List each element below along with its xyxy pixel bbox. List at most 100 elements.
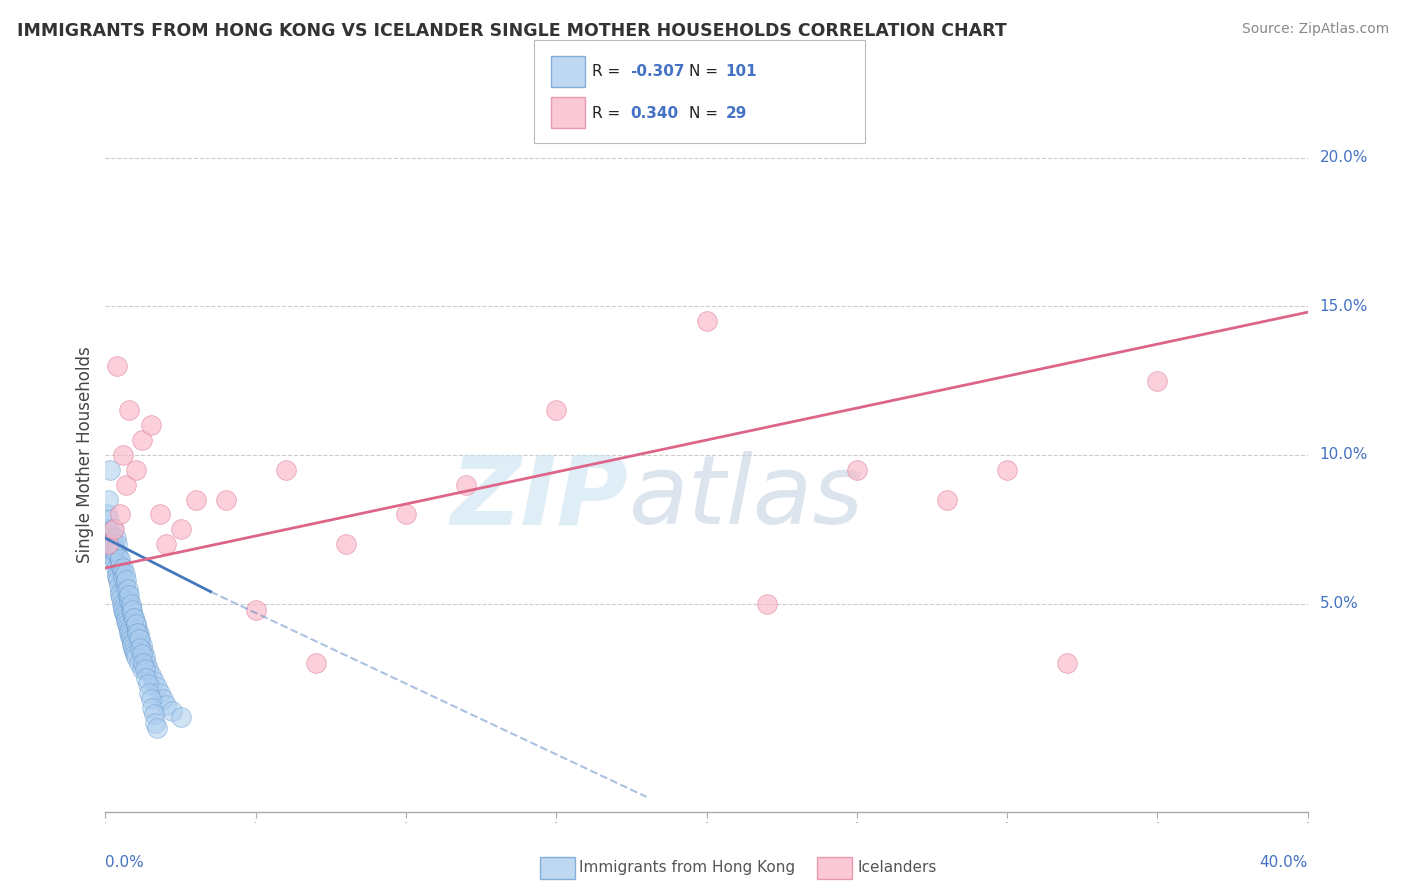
Point bbox=[105, 566, 128, 581]
Point bbox=[112, 561, 135, 575]
Point bbox=[110, 558, 132, 572]
Point bbox=[124, 650, 146, 665]
Point bbox=[108, 584, 131, 599]
Point bbox=[184, 492, 207, 507]
Point bbox=[152, 691, 174, 706]
Point bbox=[755, 597, 778, 611]
Point bbox=[124, 647, 146, 661]
Point bbox=[124, 617, 146, 632]
Point bbox=[135, 656, 157, 670]
Text: 29: 29 bbox=[725, 106, 747, 120]
Point bbox=[148, 686, 170, 700]
Point bbox=[114, 566, 136, 581]
Point bbox=[143, 715, 166, 730]
Point bbox=[108, 579, 131, 593]
Point bbox=[936, 492, 959, 507]
Point bbox=[98, 513, 121, 527]
Point bbox=[155, 698, 177, 712]
Point bbox=[160, 704, 183, 718]
Point bbox=[128, 632, 150, 647]
Point bbox=[114, 575, 136, 590]
Point bbox=[117, 582, 139, 596]
Text: 40.0%: 40.0% bbox=[1260, 855, 1308, 870]
Point bbox=[107, 546, 129, 560]
Point bbox=[121, 635, 143, 649]
Point bbox=[169, 709, 191, 723]
Point bbox=[101, 534, 124, 549]
Point bbox=[97, 492, 120, 507]
Point bbox=[131, 638, 153, 652]
Point bbox=[132, 656, 155, 670]
Point bbox=[995, 463, 1018, 477]
Point bbox=[107, 537, 129, 551]
Point bbox=[103, 522, 125, 536]
Point bbox=[98, 463, 121, 477]
Point bbox=[104, 561, 127, 575]
Point bbox=[103, 546, 125, 560]
Text: -0.307: -0.307 bbox=[630, 64, 685, 78]
Point bbox=[110, 552, 132, 566]
Point bbox=[107, 570, 129, 584]
Text: 0.340: 0.340 bbox=[630, 106, 678, 120]
Point bbox=[145, 680, 167, 694]
Point bbox=[245, 602, 267, 616]
Point bbox=[1146, 374, 1168, 388]
Point bbox=[122, 641, 145, 656]
Point bbox=[129, 641, 152, 656]
Point bbox=[125, 626, 148, 640]
Point bbox=[148, 508, 170, 522]
Point bbox=[101, 522, 124, 536]
Point bbox=[136, 677, 159, 691]
Text: 20.0%: 20.0% bbox=[1320, 150, 1368, 165]
Text: 5.0%: 5.0% bbox=[1320, 596, 1358, 611]
Point bbox=[108, 552, 131, 566]
Point bbox=[115, 477, 138, 491]
Point bbox=[118, 624, 141, 638]
Point bbox=[118, 626, 141, 640]
Point bbox=[139, 418, 162, 433]
Text: R =: R = bbox=[592, 106, 626, 120]
Point bbox=[128, 626, 150, 640]
Point bbox=[120, 632, 142, 647]
Text: Source: ZipAtlas.com: Source: ZipAtlas.com bbox=[1241, 22, 1389, 37]
Point bbox=[139, 668, 162, 682]
Point bbox=[118, 588, 141, 602]
Point bbox=[104, 555, 127, 569]
Point bbox=[118, 593, 141, 607]
Point bbox=[115, 573, 138, 587]
Point bbox=[112, 602, 135, 616]
Point bbox=[125, 624, 148, 638]
Point bbox=[107, 359, 129, 373]
Point bbox=[103, 552, 125, 566]
Point bbox=[121, 602, 143, 616]
Text: atlas: atlas bbox=[628, 451, 863, 544]
Point bbox=[145, 722, 167, 736]
Point bbox=[110, 508, 132, 522]
Point bbox=[131, 647, 153, 661]
Point bbox=[97, 522, 120, 536]
Point bbox=[115, 615, 138, 629]
Point bbox=[122, 611, 145, 625]
Point bbox=[134, 662, 156, 676]
Point bbox=[103, 537, 125, 551]
Text: Icelanders: Icelanders bbox=[858, 860, 936, 874]
Point bbox=[100, 543, 122, 558]
Point bbox=[104, 531, 127, 545]
Text: 0.0%: 0.0% bbox=[105, 855, 145, 870]
Point bbox=[456, 477, 478, 491]
Point bbox=[131, 662, 153, 676]
Point bbox=[155, 537, 177, 551]
Point bbox=[114, 608, 136, 623]
Text: IMMIGRANTS FROM HONG KONG VS ICELANDER SINGLE MOTHER HOUSEHOLDS CORRELATION CHAR: IMMIGRANTS FROM HONG KONG VS ICELANDER S… bbox=[17, 22, 1007, 40]
Point bbox=[103, 543, 125, 558]
Point bbox=[132, 644, 155, 658]
Point bbox=[122, 644, 145, 658]
Point bbox=[142, 706, 165, 721]
Point bbox=[122, 611, 145, 625]
Point bbox=[845, 463, 868, 477]
Point bbox=[117, 588, 139, 602]
Point bbox=[115, 611, 138, 625]
Text: Immigrants from Hong Kong: Immigrants from Hong Kong bbox=[579, 860, 796, 874]
Point bbox=[128, 656, 150, 670]
Point bbox=[101, 540, 124, 554]
